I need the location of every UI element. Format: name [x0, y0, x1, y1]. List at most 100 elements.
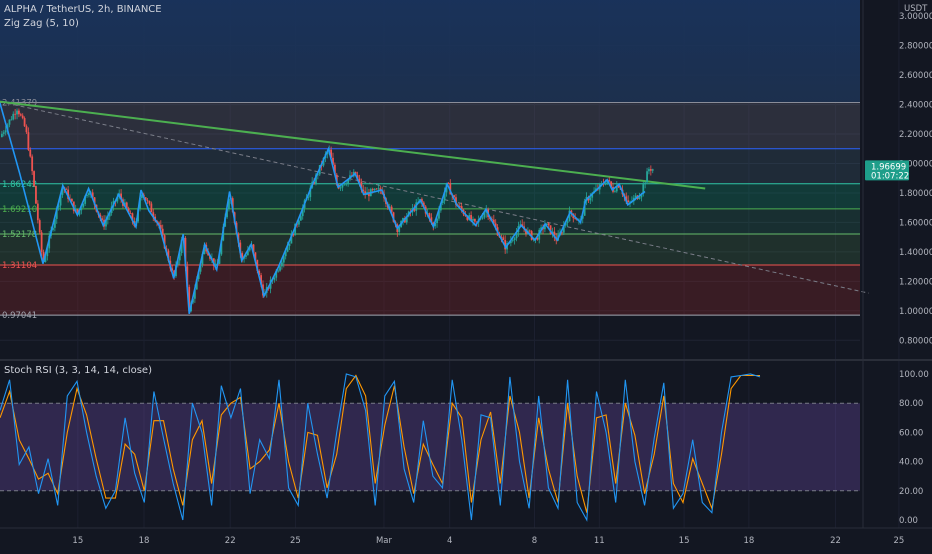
candle-body-337 [638, 197, 641, 199]
candle-body-308 [583, 201, 586, 216]
price-tick-label-6: 1.80000 [899, 189, 932, 199]
candle-body-317 [600, 183, 603, 184]
price-tick-label-10: 1.00000 [899, 307, 932, 317]
candle-body-292 [553, 231, 556, 238]
candle-body-324 [614, 191, 616, 193]
candle-body-285 [540, 227, 543, 230]
candle-body-80 [152, 212, 155, 217]
candle-body-254 [481, 217, 484, 219]
candle-body-102 [193, 289, 196, 299]
candle-body-296 [561, 232, 563, 234]
candle-body-249 [472, 218, 474, 221]
candle-body-24 [46, 248, 49, 257]
stoch-rsi-title[interactable]: Stoch RSI (3, 3, 14, 14, close) [4, 365, 152, 376]
candle-body-134 [254, 252, 257, 260]
candle-body-182 [345, 183, 348, 185]
candle-body-11 [21, 115, 24, 119]
candle-body-147 [279, 266, 281, 271]
fib-level-label-5: 0.97041 [2, 311, 37, 321]
candle-body-192 [364, 191, 367, 195]
zigzag-indicator-title[interactable]: Zig Zag (5, 10) [4, 18, 79, 29]
candle-body-298 [564, 222, 567, 226]
candle-body-56 [106, 216, 109, 220]
candle-body-40 [76, 209, 79, 215]
candle-body-227 [430, 217, 433, 223]
candle-body-73 [139, 197, 141, 209]
candle-body-98 [186, 266, 189, 287]
candle-body-303 [574, 218, 577, 219]
last-price-tag [865, 160, 909, 181]
candle-body-97 [184, 237, 187, 267]
candle-body-150 [284, 251, 287, 257]
candle-body-210 [398, 227, 401, 232]
candle-body-104 [197, 271, 200, 280]
candle-body-312 [591, 193, 594, 198]
last-price-value: 1.96699 [871, 162, 906, 172]
candle-body-174 [330, 149, 332, 158]
price-tick-label-5: 2.00000 [899, 160, 932, 170]
candle-body-155 [294, 223, 297, 236]
candle-body-181 [343, 184, 346, 186]
candle-body-86 [163, 235, 166, 249]
candle-body-230 [436, 218, 438, 224]
candle-body-29 [55, 207, 58, 219]
candle-body-266 [504, 240, 507, 250]
candle-body-218 [413, 208, 416, 211]
currency-label: USDT [904, 4, 928, 14]
candle-body-22 [42, 251, 45, 262]
fib-band-2 [0, 183, 860, 209]
candle-body-4 [8, 119, 11, 125]
candle-body-133 [252, 244, 255, 253]
candle-body-21 [40, 232, 43, 252]
candle-body-57 [108, 212, 111, 217]
candle-body-260 [492, 219, 495, 224]
candle-body-76 [144, 197, 147, 201]
time-tick-label-8: 15 [679, 536, 690, 546]
candle-body-151 [286, 246, 289, 252]
candle-body-69 [131, 213, 134, 222]
candle-body-126 [239, 242, 242, 254]
candle-body-229 [434, 223, 437, 227]
candle-body-311 [589, 197, 592, 201]
candle-body-283 [536, 237, 539, 240]
candle-body-300 [568, 210, 571, 222]
candle-body-344 [651, 169, 654, 171]
candle-body-145 [275, 270, 278, 278]
candle-body-279 [528, 230, 531, 232]
candle-body-190 [360, 182, 363, 190]
candle-body-231 [438, 210, 440, 219]
stoch-rsi-k-line [0, 373, 761, 522]
candle-body-13 [25, 126, 28, 133]
candle-body-271 [513, 238, 516, 241]
candle-body-301 [570, 210, 573, 214]
candle-body-205 [388, 206, 391, 208]
candle-body-105 [199, 264, 202, 272]
candle-body-19 [36, 203, 39, 221]
candle-body-30 [57, 205, 60, 208]
candle-body-248 [470, 215, 473, 221]
candle-body-325 [615, 186, 618, 192]
candle-body-200 [379, 188, 382, 191]
symbol-title[interactable]: ALPHA / TetherUS, 2h, BINANCE [4, 4, 162, 15]
candle-body-15 [29, 149, 32, 157]
candle-body-95 [180, 239, 183, 254]
price-tick-label-2: 2.60000 [899, 71, 932, 81]
candle-body-115 [218, 254, 221, 264]
candle-body-167 [316, 174, 319, 176]
candle-body-28 [53, 218, 56, 228]
candle-body-272 [515, 232, 518, 239]
candle-body-180 [341, 184, 344, 188]
candle-body-67 [127, 208, 130, 214]
candle-body-269 [509, 240, 512, 244]
fib-level-label-4: 1.31104 [2, 261, 37, 271]
candle-body-99 [188, 286, 191, 312]
candle-body-157 [298, 220, 300, 225]
time-tick-label-0: 15 [72, 536, 83, 546]
candle-body-65 [123, 202, 126, 206]
candle-body-14 [27, 132, 30, 150]
candle-body-32 [61, 187, 64, 195]
price-tick-label-4: 2.20000 [899, 130, 932, 140]
candle-body-339 [642, 184, 645, 194]
candle-body-197 [373, 188, 376, 191]
